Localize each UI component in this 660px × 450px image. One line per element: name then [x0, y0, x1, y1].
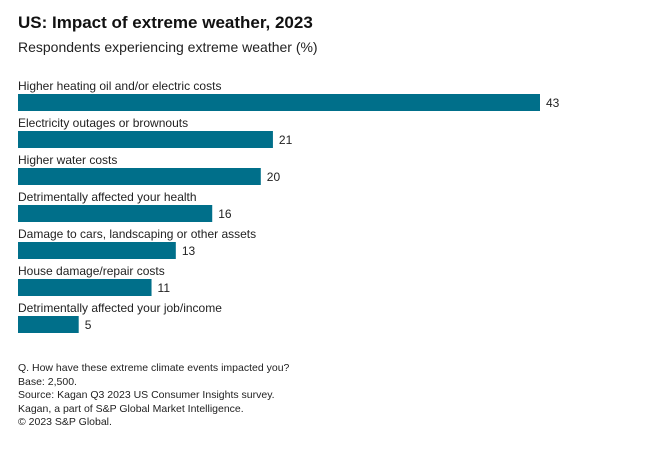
value-label: 20 [267, 170, 281, 184]
category-label: Detrimentally affected your health [18, 190, 197, 204]
category-label: Higher heating oil and/or electric costs [18, 79, 221, 93]
bar [18, 205, 213, 222]
footnote-question: Q. How have these extreme climate events… [18, 362, 290, 374]
footnotes: Q. How have these extreme climate events… [18, 362, 289, 430]
bar [18, 242, 176, 259]
footnote-attribution: Kagan, a part of S&P Global Market Intel… [18, 402, 244, 415]
category-label: Damage to cars, landscaping or other ass… [18, 227, 256, 241]
value-label: 43 [546, 96, 560, 110]
bar [18, 131, 273, 148]
category-label: House damage/repair costs [18, 264, 165, 278]
bar [18, 279, 152, 296]
footnote-copyright: © 2023 S&P Global. [18, 416, 112, 428]
value-label: 5 [85, 318, 92, 332]
bar [18, 168, 261, 185]
category-label: Higher water costs [18, 153, 117, 167]
value-label: 21 [279, 133, 293, 147]
value-label: 13 [182, 244, 196, 258]
bar [18, 316, 79, 333]
bars-group: Higher heating oil and/or electric costs… [18, 79, 560, 333]
chart-title: US: Impact of extreme weather, 2023 [18, 13, 313, 32]
value-label: 11 [158, 281, 171, 295]
footnote-source: Source: Kagan Q3 2023 US Consumer Insigh… [18, 389, 275, 401]
category-label: Detrimentally affected your job/income [18, 301, 222, 315]
bar [18, 94, 540, 111]
chart-subtitle: Respondents experiencing extreme weather… [18, 39, 318, 55]
value-label: 16 [218, 207, 232, 221]
category-label: Electricity outages or brownouts [18, 116, 188, 130]
footnote-base: Base: 2,500. [18, 375, 77, 388]
